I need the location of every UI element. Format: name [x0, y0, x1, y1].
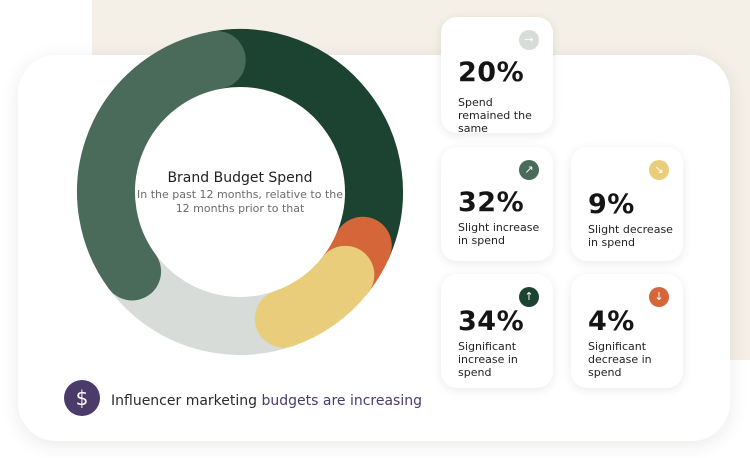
arrow-up-icon: ↑ [519, 287, 539, 307]
budget-donut-chart [77, 29, 403, 355]
arrow-down-icon: ↓ [649, 287, 669, 307]
footer-text-plain: Influencer marketing [111, 393, 258, 409]
chart-title: Brand Budget Spend [167, 170, 313, 186]
stat-label: Significant increase in spend [458, 340, 518, 379]
stat-label: Slight increase in spend [458, 221, 540, 247]
footer-text-accent: budgets are increasing [261, 393, 422, 409]
stat-label: Slight decrease in spend [588, 223, 673, 249]
stat-card-significant-increase: ↑ 34% Significant increase in spend [441, 274, 553, 388]
stat-value: 4% [588, 306, 635, 337]
arrow-down-right-icon: ↘ [649, 160, 669, 180]
stat-value: 34% [458, 306, 525, 337]
stat-value: 9% [588, 189, 635, 220]
chart-subtitle: In the past 12 months, relative to the 1… [136, 188, 344, 215]
stat-value: 32% [458, 187, 525, 218]
stat-card-same: → 20% Spend remained the same [441, 17, 553, 135]
arrow-up-right-icon: ↗ [519, 160, 539, 180]
stat-card-significant-decrease: ↓ 4% Significant decrease in spend [571, 274, 683, 388]
footer-caption: Influencer marketing budgets are increas… [111, 393, 422, 409]
arrow-right-icon: → [519, 30, 539, 50]
stat-card-slight-decrease: ↘ 9% Slight decrease in spend [571, 147, 683, 261]
stat-value: 20% [458, 57, 525, 88]
stat-label: Significant decrease in spend [588, 340, 652, 379]
donut-segment-slight-decrease [254, 245, 375, 348]
stat-label: Spend remained the same [458, 96, 532, 135]
donut-segment-slight-increase [77, 31, 246, 301]
donut-segment-significant-increase [187, 29, 403, 275]
dollar-icon: $ [64, 380, 100, 416]
stat-card-slight-increase: ↗ 32% Slight increase in spend [441, 147, 553, 261]
